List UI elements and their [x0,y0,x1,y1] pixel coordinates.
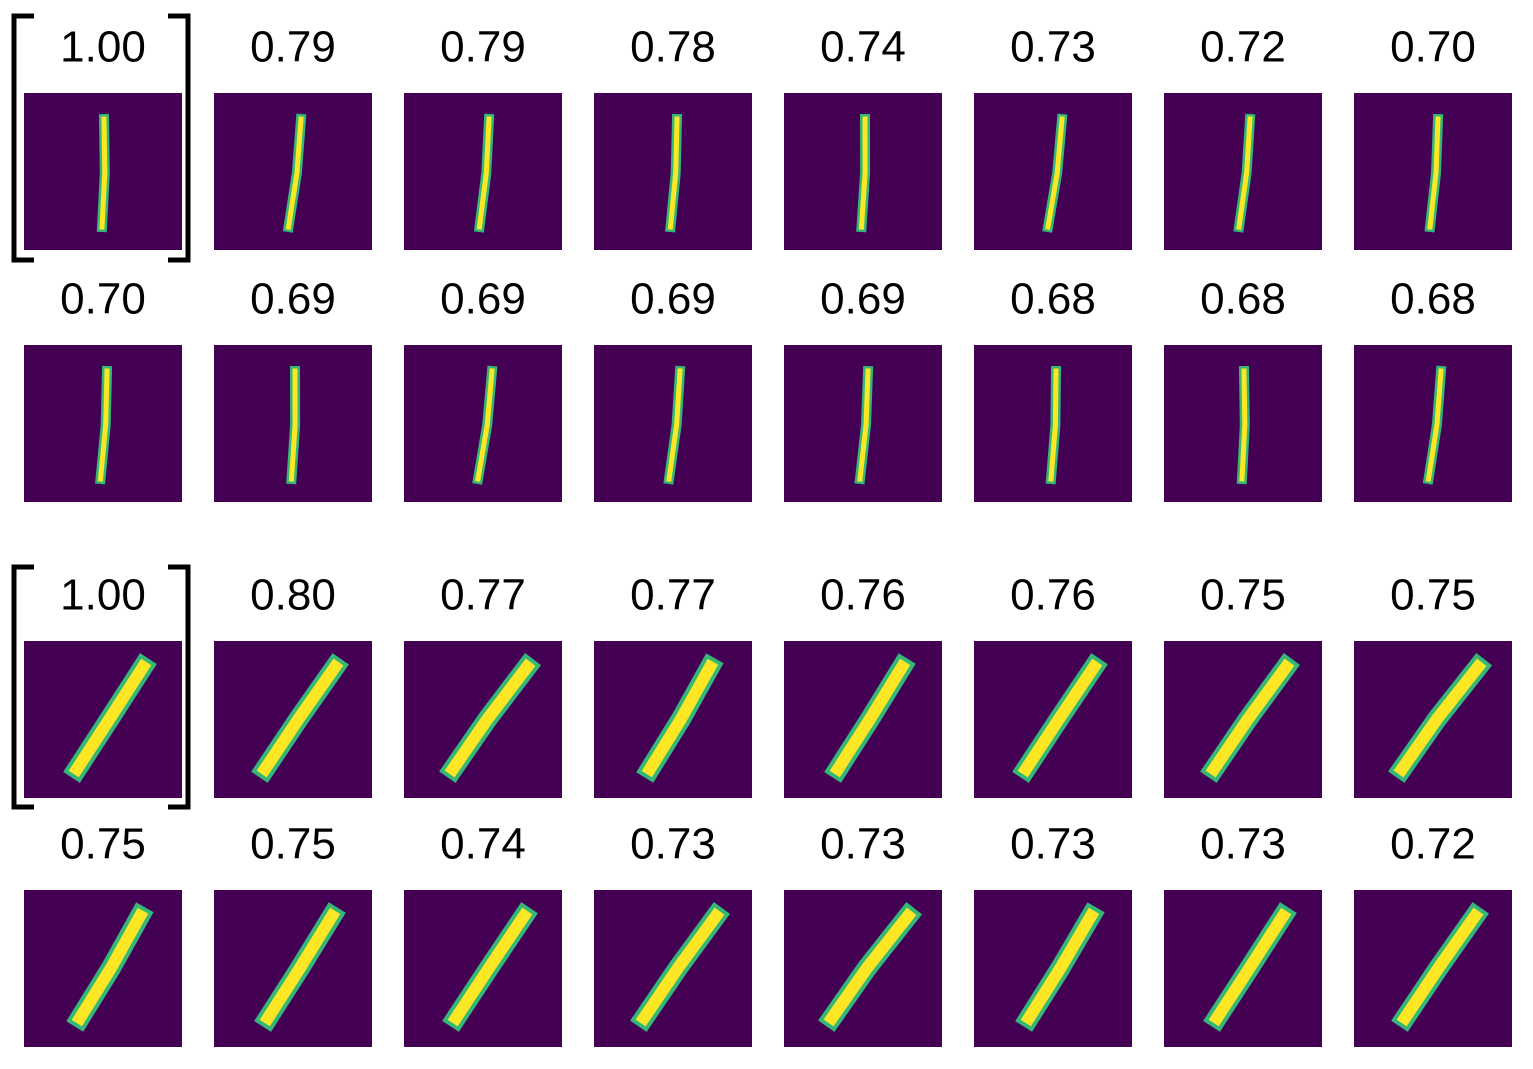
digit-stroke [288,368,298,482]
similarity-score: 0.75 [250,820,336,869]
similarity-score: 0.70 [1390,23,1476,72]
similarity-score: 0.74 [440,820,526,869]
similarity-score: 0.73 [1010,23,1096,72]
digit-stroke [1396,907,1484,1027]
similarity-score: 0.72 [1200,23,1286,72]
similarity-score: 0.79 [250,23,336,72]
digit-stroke [857,368,871,482]
digit-stroke [1239,368,1248,482]
digit-stroke [666,368,683,482]
digit-stroke [256,658,344,778]
similarity-score: 0.76 [820,571,906,620]
digit-stroke [1208,907,1292,1027]
digit-stroke [823,907,917,1027]
digit-stroke [71,907,149,1027]
similarity-score: 0.68 [1200,275,1286,324]
digit-stroke [829,658,911,778]
digit-stroke [641,658,719,778]
similarity-score: 0.77 [630,571,716,620]
similarity-score: 0.69 [250,275,336,324]
digit-stroke [858,116,868,230]
similarity-score: 0.75 [1390,571,1476,620]
similarity-score: 0.73 [820,820,906,869]
digit-stroke [475,368,495,482]
similarity-score: 0.73 [1200,820,1286,869]
digit-stroke [476,116,492,230]
query-bracket [11,564,191,810]
digit-stroke [1045,116,1065,230]
similarity-score: 0.78 [630,23,716,72]
similarity-score: 0.74 [820,23,906,72]
digit-stroke [68,658,152,778]
similarity-score: 0.68 [1010,275,1096,324]
similarity-score: 1.00 [60,23,146,72]
similarity-score: 0.73 [630,820,716,869]
digit-stroke [1048,368,1059,482]
digit-stroke [99,116,108,230]
digit-stroke [1205,658,1295,778]
digit-stroke [285,116,304,230]
similarity-score: 0.70 [60,275,146,324]
similarity-score: 1.00 [60,571,146,620]
similarity-score: 0.69 [440,275,526,324]
similarity-score: 0.68 [1390,275,1476,324]
digit-stroke [1425,368,1444,482]
similarity-score: 0.80 [250,571,336,620]
digit-stroke [1236,116,1253,230]
query-bracket [11,13,191,263]
similarity-score: 0.72 [1390,820,1476,869]
digit-stroke [667,116,680,230]
similarity-score: 0.77 [440,571,526,620]
similarity-score: 0.76 [1010,571,1096,620]
digit-stroke [259,907,341,1027]
digit-stroke [447,907,533,1027]
similarity-score: 0.69 [630,275,716,324]
digit-stroke [635,907,725,1027]
similarity-score: 0.73 [1010,820,1096,869]
digit-stroke [444,658,536,778]
similarity-score: 0.75 [1200,571,1286,620]
similarity-score: 0.79 [440,23,526,72]
digit-stroke [1393,658,1487,778]
digit-stroke [1427,116,1441,230]
digit-stroke [1017,658,1103,778]
digit-stroke [1020,907,1100,1027]
digit-stroke [97,368,110,482]
similarity-score: 0.75 [60,820,146,869]
similarity-score: 0.69 [820,275,906,324]
